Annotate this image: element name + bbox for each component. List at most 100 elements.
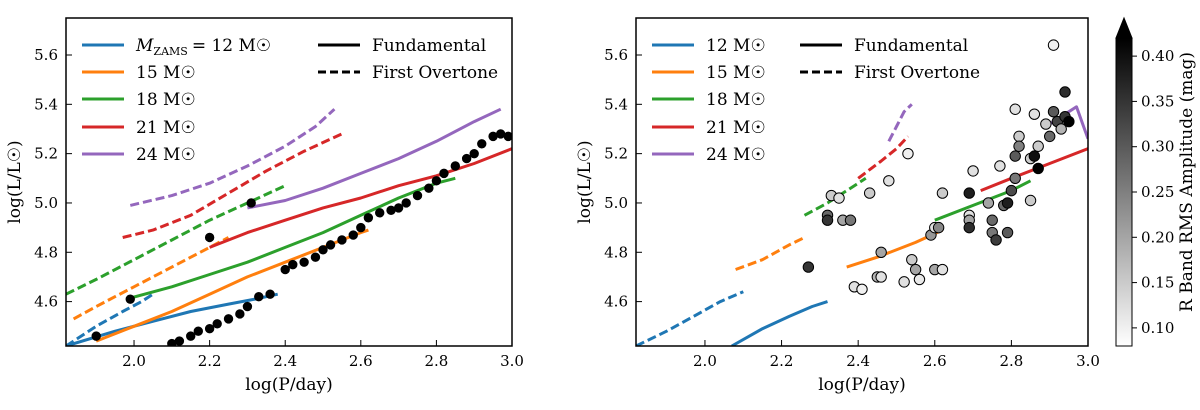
y-tick-label: 5.0 [604, 194, 628, 212]
colorbar-tick-label: 0.15 [1141, 274, 1174, 292]
observed-point [363, 213, 374, 223]
x-tick-label: 2.4 [273, 352, 297, 370]
y-tick-label: 5.4 [604, 95, 628, 113]
cepheid-point [833, 192, 845, 204]
left-plot-frame [65, 17, 513, 347]
cepheid-point [1047, 106, 1060, 118]
right-x-axis: 2.0 2.2 2.4 2.6 2.8 3.0 [693, 340, 1100, 370]
cepheid-point [994, 160, 1006, 172]
track-line-15-fundamental [95, 228, 369, 343]
legend-label-overtone: First Overtone [372, 63, 498, 83]
observed-point [424, 183, 434, 193]
track-line-24-overtone [129, 108, 336, 207]
y-tick-label: 4.6 [34, 293, 58, 311]
x-tick-label: 2.0 [693, 352, 717, 370]
observed-point [223, 314, 234, 324]
observed-point [246, 198, 256, 208]
observed-point [439, 168, 449, 179]
observed-point [375, 208, 385, 218]
observed-point [477, 139, 487, 149]
right-y-axis: 4.6 4.8 5.0 5.2 5.4 5.6 [604, 46, 642, 311]
observed-point [204, 324, 215, 334]
observed-point [337, 235, 347, 245]
track-line-21-overtone [122, 132, 343, 239]
observed-point [412, 190, 423, 201]
cepheid-point [963, 187, 975, 199]
legend-label-15: 15 M☉ [706, 63, 766, 83]
cepheid-point [1028, 150, 1041, 162]
right-x-axis-label: log(P/day) [818, 375, 906, 395]
cepheid-point [1032, 162, 1044, 175]
observed-point [393, 203, 404, 213]
observed-point [174, 336, 185, 346]
x-tick-label: 2.0 [122, 352, 146, 370]
cepheid-point [898, 276, 910, 288]
cepheid-point [909, 263, 922, 276]
legend-label-21: 21 M☉ [136, 118, 196, 138]
cepheid-point [863, 187, 876, 199]
left-track-lines [66, 107, 512, 346]
cepheid-point [1028, 108, 1041, 120]
cepheid-point [821, 214, 834, 226]
cepheid-point [883, 175, 895, 187]
observed-point [318, 245, 328, 255]
cepheid-point [1013, 140, 1025, 152]
observed-point [401, 198, 411, 208]
observed-point [212, 319, 222, 329]
cepheid-point [1009, 172, 1021, 185]
x-tick-label: 2.6 [923, 352, 947, 370]
cepheid-point [1009, 103, 1021, 115]
y-tick-label: 4.6 [604, 293, 628, 311]
y-tick-label: 5.0 [34, 194, 58, 212]
observed-point [265, 289, 275, 299]
colorbar-label: R Band RMS Amplitude (mag) [1177, 52, 1197, 312]
legend-label-12: 12 M☉ [706, 36, 766, 56]
right-panel: 2.0 2.2 2.4 2.6 2.8 3.0 4.6 4.8 5.0 5.2 5.4 5.6 lo… [575, 17, 1100, 395]
colorbar-ticks: 0.10 0.15 0.20 0.25 0.30 0.35 0.40 [1132, 47, 1174, 337]
legend-label-fundamental: Fundamental [854, 36, 968, 56]
cepheid-point [986, 214, 998, 226]
cepheid-point [1059, 86, 1071, 98]
track-line-12-overtone [636, 290, 744, 346]
cepheid-point [1063, 115, 1075, 128]
legend-label-18: 18 M☉ [706, 90, 766, 110]
cepheid-point [990, 234, 1002, 246]
cepheid-point [1047, 39, 1060, 51]
observed-point [125, 294, 135, 304]
cepheid-point [936, 263, 949, 276]
observed-point [280, 264, 290, 275]
observed-point [288, 259, 298, 270]
observed-point [503, 131, 512, 142]
cepheid-point [1005, 184, 1018, 197]
cepheid-point [1009, 150, 1021, 162]
track-line-21-fundamental [980, 147, 1088, 192]
observed-point [348, 230, 358, 240]
observed-point [193, 326, 203, 336]
track-line-12-overtone [66, 292, 154, 346]
cepheid-point [856, 283, 868, 295]
track-line-15-overtone [735, 236, 806, 271]
left-panel: 2.0 2.2 2.4 2.6 2.8 3.0 4.6 4.8 5.0 5.2 5.4 5.6 lo… [5, 17, 524, 395]
colorbar-tick-label: 0.25 [1141, 183, 1174, 201]
cepheid-point [932, 221, 945, 234]
observed-point [325, 240, 336, 250]
left-legend: MZAMS = 12 M☉ 15 M☉ 18 M☉ 21 M☉ 24 M☉ Fun… [82, 36, 498, 165]
cepheid-point [982, 197, 995, 209]
track-line-18-fundamental [126, 176, 456, 301]
right-y-axis-label: log(L/L☉) [575, 140, 595, 223]
cepheid-point [1013, 130, 1025, 143]
x-tick-label: 2.8 [999, 352, 1023, 370]
legend-label-18: 18 M☉ [136, 90, 196, 110]
cepheid-point [1043, 130, 1056, 143]
track-line-24-overtone [887, 103, 913, 142]
cepheid-point [875, 246, 887, 258]
track-line-24-fundamental [247, 107, 502, 210]
x-tick-label: 2.4 [846, 352, 870, 370]
legend-label-fundamental: Fundamental [372, 36, 486, 56]
colorbar-tick-label: 0.20 [1141, 228, 1174, 246]
left-y-axis: 4.6 4.8 5.0 5.2 5.4 5.6 [34, 46, 72, 311]
cepheid-point [875, 271, 887, 283]
colorbar-tick-label: 0.40 [1141, 47, 1174, 65]
x-tick-label: 2.2 [770, 352, 794, 370]
cepheid-point [936, 187, 949, 199]
